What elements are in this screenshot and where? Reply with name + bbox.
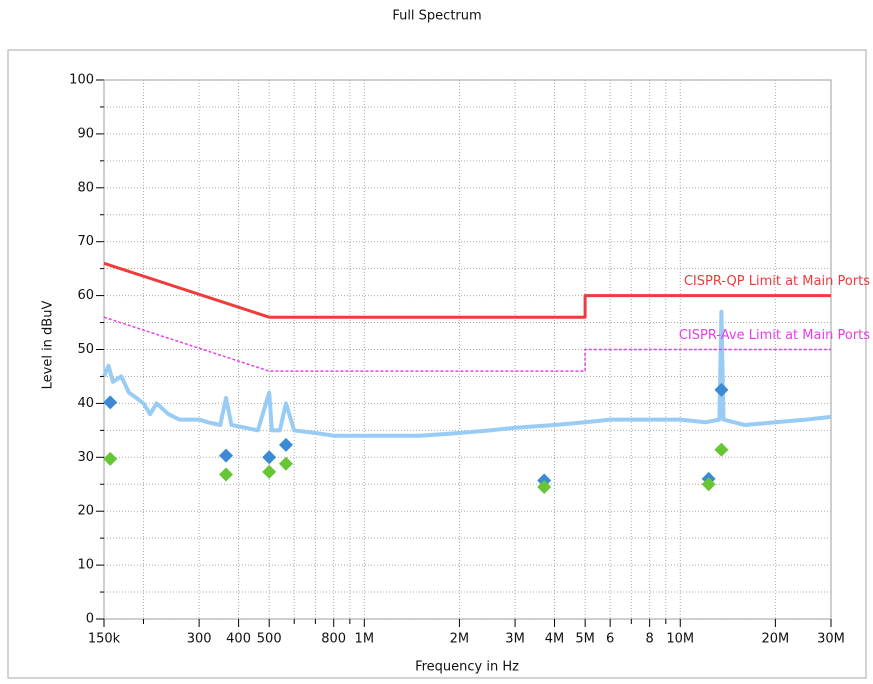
marker: [714, 442, 729, 457]
x-tick-label: 8: [645, 632, 653, 647]
marker: [278, 456, 293, 471]
x-tick-label: 4M: [545, 632, 565, 647]
y-tick-label: 90: [77, 126, 94, 141]
x-tick-label: 400: [226, 632, 251, 647]
limit-label: CISPR-Ave Limit at Main Ports: [679, 328, 870, 343]
y-tick-label: 80: [77, 180, 94, 195]
x-tick-label: 1M: [355, 632, 375, 647]
marker: [537, 479, 552, 494]
x-tick-label: 500: [257, 632, 282, 647]
marker: [262, 464, 277, 479]
marker: [219, 448, 234, 463]
marker: [701, 477, 716, 492]
y-tick-label: 10: [77, 558, 94, 573]
x-tick-label: 300: [187, 632, 212, 647]
marker: [278, 437, 293, 452]
x-axis-label: Frequency in Hz: [415, 660, 519, 675]
y-tick-label: 100: [69, 73, 94, 88]
marker: [714, 382, 729, 397]
y-tick-label: 40: [77, 396, 94, 411]
x-tick-label: 5M: [575, 632, 595, 647]
chart-title: Full Spectrum: [392, 9, 481, 24]
y-axis-label: Level in dBuV: [41, 301, 56, 390]
x-tick-label: 10M: [666, 632, 694, 647]
y-tick-label: 60: [77, 288, 94, 303]
marker: [219, 467, 234, 482]
y-tick-label: 50: [77, 342, 94, 357]
limit-label: CISPR-QP Limit at Main Ports: [684, 274, 870, 289]
marker: [103, 395, 118, 410]
frame: [7, 49, 867, 679]
x-tick-label: 150k: [88, 632, 121, 647]
x-tick-label: 6: [606, 632, 614, 647]
x-tick-label: 3M: [505, 632, 525, 647]
x-tick-label: 30M: [817, 632, 845, 647]
y-tick-label: 20: [77, 504, 94, 519]
x-tick-label: 2M: [450, 632, 470, 647]
limit-line: [103, 316, 831, 372]
x-tick-label: 20M: [761, 632, 789, 647]
marker: [103, 451, 118, 466]
spectrum-trace: [102, 309, 832, 438]
x-tick-label: 800: [321, 632, 346, 647]
y-tick-label: 30: [77, 450, 94, 465]
marker: [262, 450, 277, 465]
y-tick-label: 70: [77, 234, 94, 249]
y-tick-label: 0: [86, 612, 94, 627]
limit-line: [103, 261, 831, 319]
